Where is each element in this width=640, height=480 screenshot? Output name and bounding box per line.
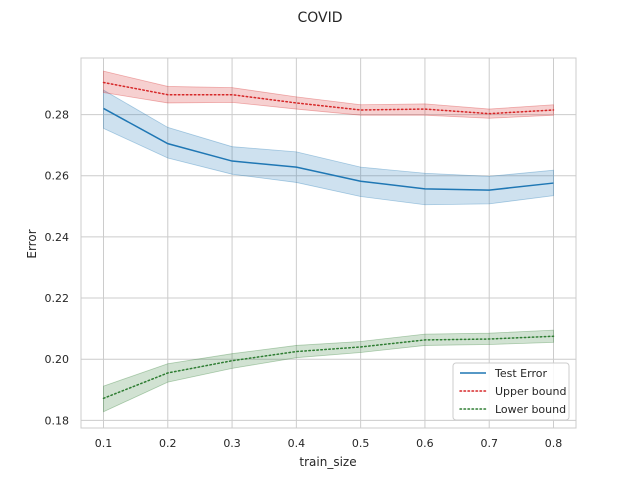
grid-lines [81,58,576,428]
x-tick-label: 0.2 [159,437,177,450]
x-axis-label: train_size [299,455,356,469]
series-lines [102,81,555,400]
y-tick-label: 0.20 [45,353,70,366]
y-tick-label: 0.28 [45,109,70,122]
lower-bound-line [102,335,555,400]
x-tick-label: 0.6 [416,437,434,450]
legend-box [452,362,570,421]
x-tick-label: 0.8 [545,437,563,450]
y-tick-label: 0.26 [45,170,70,183]
x-axis-ticks: 0.1 0.2 0.3 0.4 0.5 0.6 0.7 0.8 [95,437,563,450]
y-tick-label: 0.24 [45,231,70,244]
confidence-bands [103,70,554,413]
upper-bound-band [103,70,554,119]
x-tick-label: 0.7 [480,437,498,450]
test-error-line [103,107,554,191]
y-axis-ticks: 0.18 0.20 0.22 0.24 0.26 0.28 [45,109,70,428]
test-error-band [103,89,554,206]
legend-label-lower-bound: Lower bound [495,403,566,416]
y-axis-label: Error [25,229,39,258]
x-tick-label: 0.4 [288,437,306,450]
x-tick-label: 0.3 [223,437,241,450]
legend: Test Error Upper bound Lower bound [452,362,570,421]
chart-title: COVID [297,10,342,26]
legend-label-test-error: Test Error [494,367,547,380]
y-tick-label: 0.18 [45,414,70,427]
legend-label-upper-bound: Upper bound [495,385,566,398]
plot-frame [80,57,577,429]
upper-bound-line [102,81,555,115]
x-tick-label: 0.1 [95,437,113,450]
y-tick-label: 0.22 [45,292,70,305]
x-tick-label: 0.5 [352,437,370,450]
